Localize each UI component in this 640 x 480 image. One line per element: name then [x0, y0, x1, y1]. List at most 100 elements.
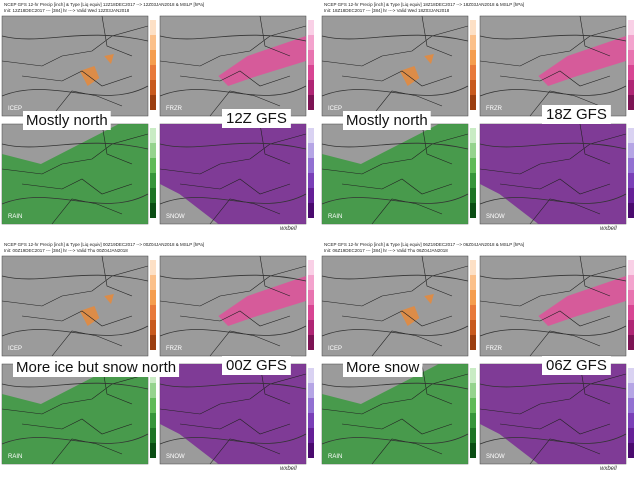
precip-area	[480, 364, 626, 464]
map: FRZR	[479, 255, 634, 357]
precip-area	[79, 294, 114, 326]
map-label: ICEP	[8, 106, 22, 112]
colorbar-step	[150, 383, 156, 398]
colorbar-step	[150, 173, 156, 188]
colorbar-step	[150, 275, 156, 290]
colorbar-step	[150, 335, 156, 350]
colorbar-step	[470, 128, 476, 143]
colorbar-step	[628, 50, 634, 65]
map: SNOW	[159, 123, 314, 225]
precip-area	[79, 54, 114, 86]
isobars	[1, 382, 149, 445]
isobars	[159, 34, 307, 97]
colorbar-step	[308, 335, 314, 350]
colorbar-step	[470, 368, 476, 383]
map: SNOW	[479, 123, 634, 225]
colorbar-step	[308, 188, 314, 203]
colorbar-step	[308, 443, 314, 458]
colorbar-step	[628, 305, 634, 320]
isobars	[479, 142, 627, 205]
colorbar-step	[308, 398, 314, 413]
colorbar-step	[150, 443, 156, 458]
colorbar-step	[308, 143, 314, 158]
map: RAIN	[321, 363, 476, 465]
colorbar-step	[150, 188, 156, 203]
map-label: ICEP	[328, 346, 342, 352]
colorbar-step	[470, 428, 476, 443]
colorbar-step	[150, 290, 156, 305]
caption-bg	[23, 111, 111, 130]
panel-header: NCEP GFS 12-hr Precip [inch] & Type [Liq…	[4, 2, 204, 7]
borders	[1, 123, 149, 225]
colorbar-step	[308, 65, 314, 80]
watermark: wxbell	[600, 226, 617, 232]
caption-left: More snow	[346, 359, 420, 376]
colorbar-step	[150, 95, 156, 110]
colorbar-step	[308, 275, 314, 290]
colorbar-step	[628, 383, 634, 398]
panel: NCEP GFS 12-hr Precip [inch] & Type [Liq…	[0, 240, 318, 476]
map-base	[1, 255, 149, 357]
borders	[321, 363, 469, 465]
colorbar-step	[150, 158, 156, 173]
map: RAIN	[1, 123, 156, 225]
caption-right: 00Z GFS	[226, 357, 287, 374]
colorbar-step	[150, 398, 156, 413]
precip-area	[480, 124, 626, 224]
caption-bg	[542, 356, 611, 375]
caption-bg	[13, 358, 180, 377]
colorbar-step	[308, 368, 314, 383]
caption-right: 12Z GFS	[226, 110, 287, 127]
map-label: SNOW	[486, 214, 505, 220]
map-label: RAIN	[328, 214, 342, 220]
colorbar-step	[308, 290, 314, 305]
isobars	[1, 34, 149, 97]
colorbar-step	[150, 260, 156, 275]
colorbar-step	[628, 275, 634, 290]
isobars	[159, 382, 307, 445]
colorbar-step	[628, 95, 634, 110]
panel-header: Init: 00Z19DEC2017 --- [384] hr ---> Val…	[4, 248, 128, 253]
map: ICEP	[1, 255, 156, 357]
borders	[159, 255, 307, 357]
colorbar-step	[308, 383, 314, 398]
caption-left: Mostly north	[26, 112, 108, 129]
colorbar-step	[150, 428, 156, 443]
map-base	[1, 15, 149, 117]
colorbar-step	[470, 413, 476, 428]
map: FRZR	[159, 255, 314, 357]
borders	[321, 15, 469, 117]
map-label: RAIN	[8, 454, 22, 460]
isobars	[479, 382, 627, 445]
panel: NCEP GFS 12-hr Precip [inch] & Type [Liq…	[320, 240, 638, 476]
colorbar-step	[150, 305, 156, 320]
colorbar-step	[628, 35, 634, 50]
precip-area	[322, 124, 468, 224]
colorbar-step	[470, 335, 476, 350]
borders	[1, 255, 149, 357]
isobars	[1, 142, 149, 205]
colorbar-step	[470, 383, 476, 398]
colorbar-step	[470, 290, 476, 305]
panel-header: NCEP GFS 12-hr Precip [inch] & Type [Liq…	[4, 242, 204, 247]
colorbar-step	[308, 203, 314, 218]
colorbar-step	[628, 128, 634, 143]
colorbar-step	[628, 158, 634, 173]
caption-right: 06Z GFS	[546, 357, 607, 374]
precip-area	[538, 36, 626, 86]
colorbar-step	[150, 320, 156, 335]
isobars	[321, 382, 469, 445]
colorbar-step	[150, 80, 156, 95]
watermark: wxbell	[280, 226, 297, 232]
colorbar-step	[628, 320, 634, 335]
colorbar-step	[470, 173, 476, 188]
colorbar-step	[470, 80, 476, 95]
borders	[479, 15, 627, 117]
panel-header: Init: 06Z19DEC2017 --- [384] hr ---> Val…	[324, 248, 448, 253]
precip-area	[399, 54, 434, 86]
caption-left: More ice but snow north	[16, 359, 176, 376]
map-label: FRZR	[166, 106, 183, 112]
colorbar-step	[628, 290, 634, 305]
colorbar-step	[470, 158, 476, 173]
colorbar-step	[308, 413, 314, 428]
